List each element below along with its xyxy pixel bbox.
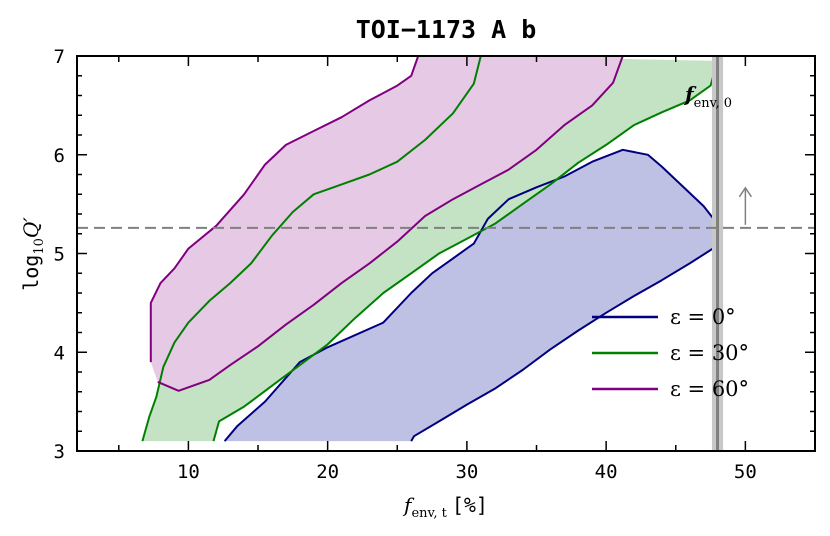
- x-axis-label: fenv, t [%]: [402, 493, 488, 521]
- y-tick-label: 7: [54, 46, 65, 68]
- y-axis-label-main: log: [19, 255, 43, 291]
- y-axis-label: log10Q′: [19, 217, 47, 291]
- lower-limit-arrow-head: [738, 186, 753, 198]
- x-tick-label: 20: [316, 461, 339, 483]
- x-tick-label: 30: [455, 461, 478, 483]
- y-tick-label: 3: [54, 441, 65, 463]
- confidence-regions: [142, 56, 718, 442]
- plot-area: 10 20 30 40 50 3 4 5 6 7: [54, 46, 816, 483]
- region-outlines: [141, 55, 719, 442]
- region-upper-line-eps-30: [141, 55, 482, 442]
- legend: ε = 0° ε = 30° ε = 60°: [592, 305, 749, 401]
- axis-ticks: 10 20 30 40 50 3 4 5 6 7: [54, 46, 816, 483]
- legend-label-eps-60: ε = 60°: [670, 377, 749, 401]
- legend-label-eps-30: ε = 30°: [670, 341, 749, 365]
- x-axis-label-unit: [%]: [452, 493, 488, 517]
- x-tick-label: 10: [177, 461, 200, 483]
- region-lower-line-eps-0: [410, 244, 719, 442]
- region-fill-eps-30: [142, 56, 718, 442]
- region-fill-eps-60: [150, 56, 623, 391]
- legend-label-eps-0: ε = 0°: [670, 305, 736, 329]
- y-axis-label-var: Q′: [19, 217, 43, 238]
- y-tick-label: 5: [54, 244, 65, 266]
- x-tick-label: 50: [734, 461, 757, 483]
- fenv0-annotation-sub: env, 0: [694, 96, 732, 111]
- reference-lines: [77, 56, 815, 451]
- fenv0-annotation: fenv, 0: [683, 82, 732, 111]
- y-tick-label: 4: [54, 342, 65, 364]
- region-lower-line-eps-60: [157, 55, 624, 392]
- x-tick-label: 40: [595, 461, 618, 483]
- y-axis-label-sub: 10: [32, 238, 47, 255]
- chart-title: TOI−1173 A b: [356, 15, 537, 44]
- fenv0-annotation-main: f: [683, 82, 697, 106]
- region-upper-line-eps-60: [149, 55, 420, 363]
- y-tick-label: 6: [54, 145, 65, 167]
- region-lower-line-eps-30: [212, 60, 719, 442]
- region-fill-eps-0: [224, 149, 718, 442]
- x-axis-label-sub: env, t: [411, 506, 447, 521]
